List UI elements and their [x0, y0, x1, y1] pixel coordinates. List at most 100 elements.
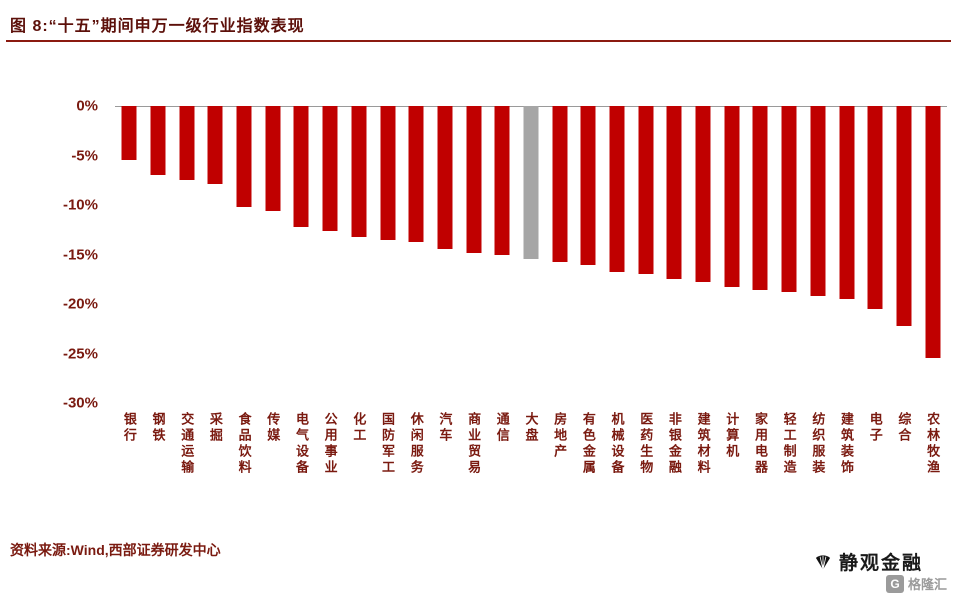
bar-zone [832, 106, 861, 403]
x-axis-label: 农林牧渔 [925, 412, 941, 476]
x-axis-label: 公用事业 [322, 412, 338, 476]
bar-column: 综合 [890, 106, 919, 476]
bar-zone [258, 106, 287, 403]
x-axis-label: 有色金属 [580, 412, 596, 476]
bar-zone [345, 106, 374, 403]
y-tick-label: -10% [62, 196, 98, 214]
bar [896, 106, 912, 326]
x-axis-label: 采掘 [207, 412, 223, 444]
watermark-text: 静观金融 [838, 553, 923, 574]
bar [408, 106, 424, 242]
bar-zone [574, 106, 603, 403]
x-axis-label: 轻工制造 [781, 412, 797, 476]
bar [293, 106, 309, 227]
fan-icon [813, 552, 833, 572]
bar-zone [890, 106, 919, 403]
bar-column: 国防军工 [373, 106, 402, 476]
x-axis-label: 综合 [896, 412, 912, 444]
gelonghui-text: 格隆汇 [907, 577, 947, 592]
bar-zone [861, 106, 890, 403]
bar-column: 电子 [861, 106, 890, 476]
bar [925, 106, 941, 359]
bar [867, 106, 883, 309]
bar [380, 106, 396, 240]
x-axis-label: 机械设备 [609, 412, 625, 476]
bar-zone [804, 106, 833, 403]
x-axis-label: 汽车 [437, 412, 453, 444]
bar [523, 106, 539, 260]
bar-zone [775, 106, 804, 403]
bar-column: 化工 [345, 106, 374, 476]
bar [179, 106, 195, 181]
bar-zone [717, 106, 746, 403]
x-axis-label: 国防军工 [380, 412, 396, 476]
bar-column: 公用事业 [316, 106, 345, 476]
bar-column: 房地产 [545, 106, 574, 476]
title-divider [6, 40, 951, 42]
bar-column: 纺织服装 [804, 106, 833, 476]
bar-column: 休闲服务 [402, 106, 431, 476]
bar-chart: 银行 钢铁 交通运输 采掘 食品饮料 传媒 电气设备 公用事业 化工 国防军工 休闲服务 汽车 商业贸易… [115, 106, 947, 476]
watermark: 静观金融 [813, 548, 923, 575]
source-note: 资料来源:Wind,西部证券研发中心 [10, 542, 221, 558]
bar-column: 建筑材料 [689, 106, 718, 476]
bar-zone [517, 106, 546, 403]
x-axis-label: 大盘 [523, 412, 539, 444]
bar-column: 交通运输 [172, 106, 201, 476]
bar-column: 有色金属 [574, 106, 603, 476]
bar-zone [230, 106, 259, 403]
bar-zone [144, 106, 173, 403]
figure-title: 图 8:“十五”期间申万一级行业指数表现 [10, 18, 305, 35]
bar [810, 106, 826, 297]
bar-zone [172, 106, 201, 403]
x-axis-label: 建筑材料 [695, 412, 711, 476]
bar [437, 106, 453, 249]
bar [781, 106, 797, 293]
bar-column: 传媒 [258, 106, 287, 476]
bar-zone [316, 106, 345, 403]
x-axis-label: 通信 [494, 412, 510, 444]
bar-column: 通信 [488, 106, 517, 476]
x-axis-label: 传媒 [265, 412, 281, 444]
bar-zone [603, 106, 632, 403]
bar-column: 建筑装饰 [832, 106, 861, 476]
x-axis-label: 交通运输 [179, 412, 195, 476]
bar [494, 106, 510, 255]
x-axis-label: 纺织服装 [810, 412, 826, 476]
bar [666, 106, 682, 280]
x-axis-label: 电气设备 [293, 412, 309, 476]
bar-zone [660, 106, 689, 403]
bar-column: 采掘 [201, 106, 230, 476]
y-tick-label: -5% [71, 147, 98, 164]
bar [752, 106, 768, 291]
bar-zone [373, 106, 402, 403]
bar [351, 106, 367, 237]
bar-zone [201, 106, 230, 403]
bar-zone [402, 106, 431, 403]
bar [150, 106, 166, 176]
x-axis-label: 食品饮料 [236, 412, 252, 476]
bar-zone [115, 106, 144, 403]
bar [839, 106, 855, 300]
bar-zone [459, 106, 488, 403]
x-axis-label: 商业贸易 [466, 412, 482, 476]
x-axis-label: 银行 [121, 412, 137, 444]
x-axis-label: 建筑装饰 [839, 412, 855, 476]
bar-column: 钢铁 [144, 106, 173, 476]
bar-column: 家用电器 [746, 106, 775, 476]
x-axis-label: 房地产 [552, 412, 568, 460]
x-axis-label: 电子 [867, 412, 883, 444]
y-tick-label: -30% [62, 394, 98, 412]
bar-zone [431, 106, 460, 403]
bar-column: 食品饮料 [230, 106, 259, 476]
bar-column: 汽车 [431, 106, 460, 476]
y-tick-label: -20% [62, 295, 98, 313]
bar-zone [287, 106, 316, 403]
x-axis-label: 非银金融 [666, 412, 682, 476]
bar [552, 106, 568, 263]
x-axis-label: 钢铁 [150, 412, 166, 444]
y-tick-label: 0% [76, 97, 98, 115]
bar-zone [918, 106, 947, 403]
bar [724, 106, 740, 288]
